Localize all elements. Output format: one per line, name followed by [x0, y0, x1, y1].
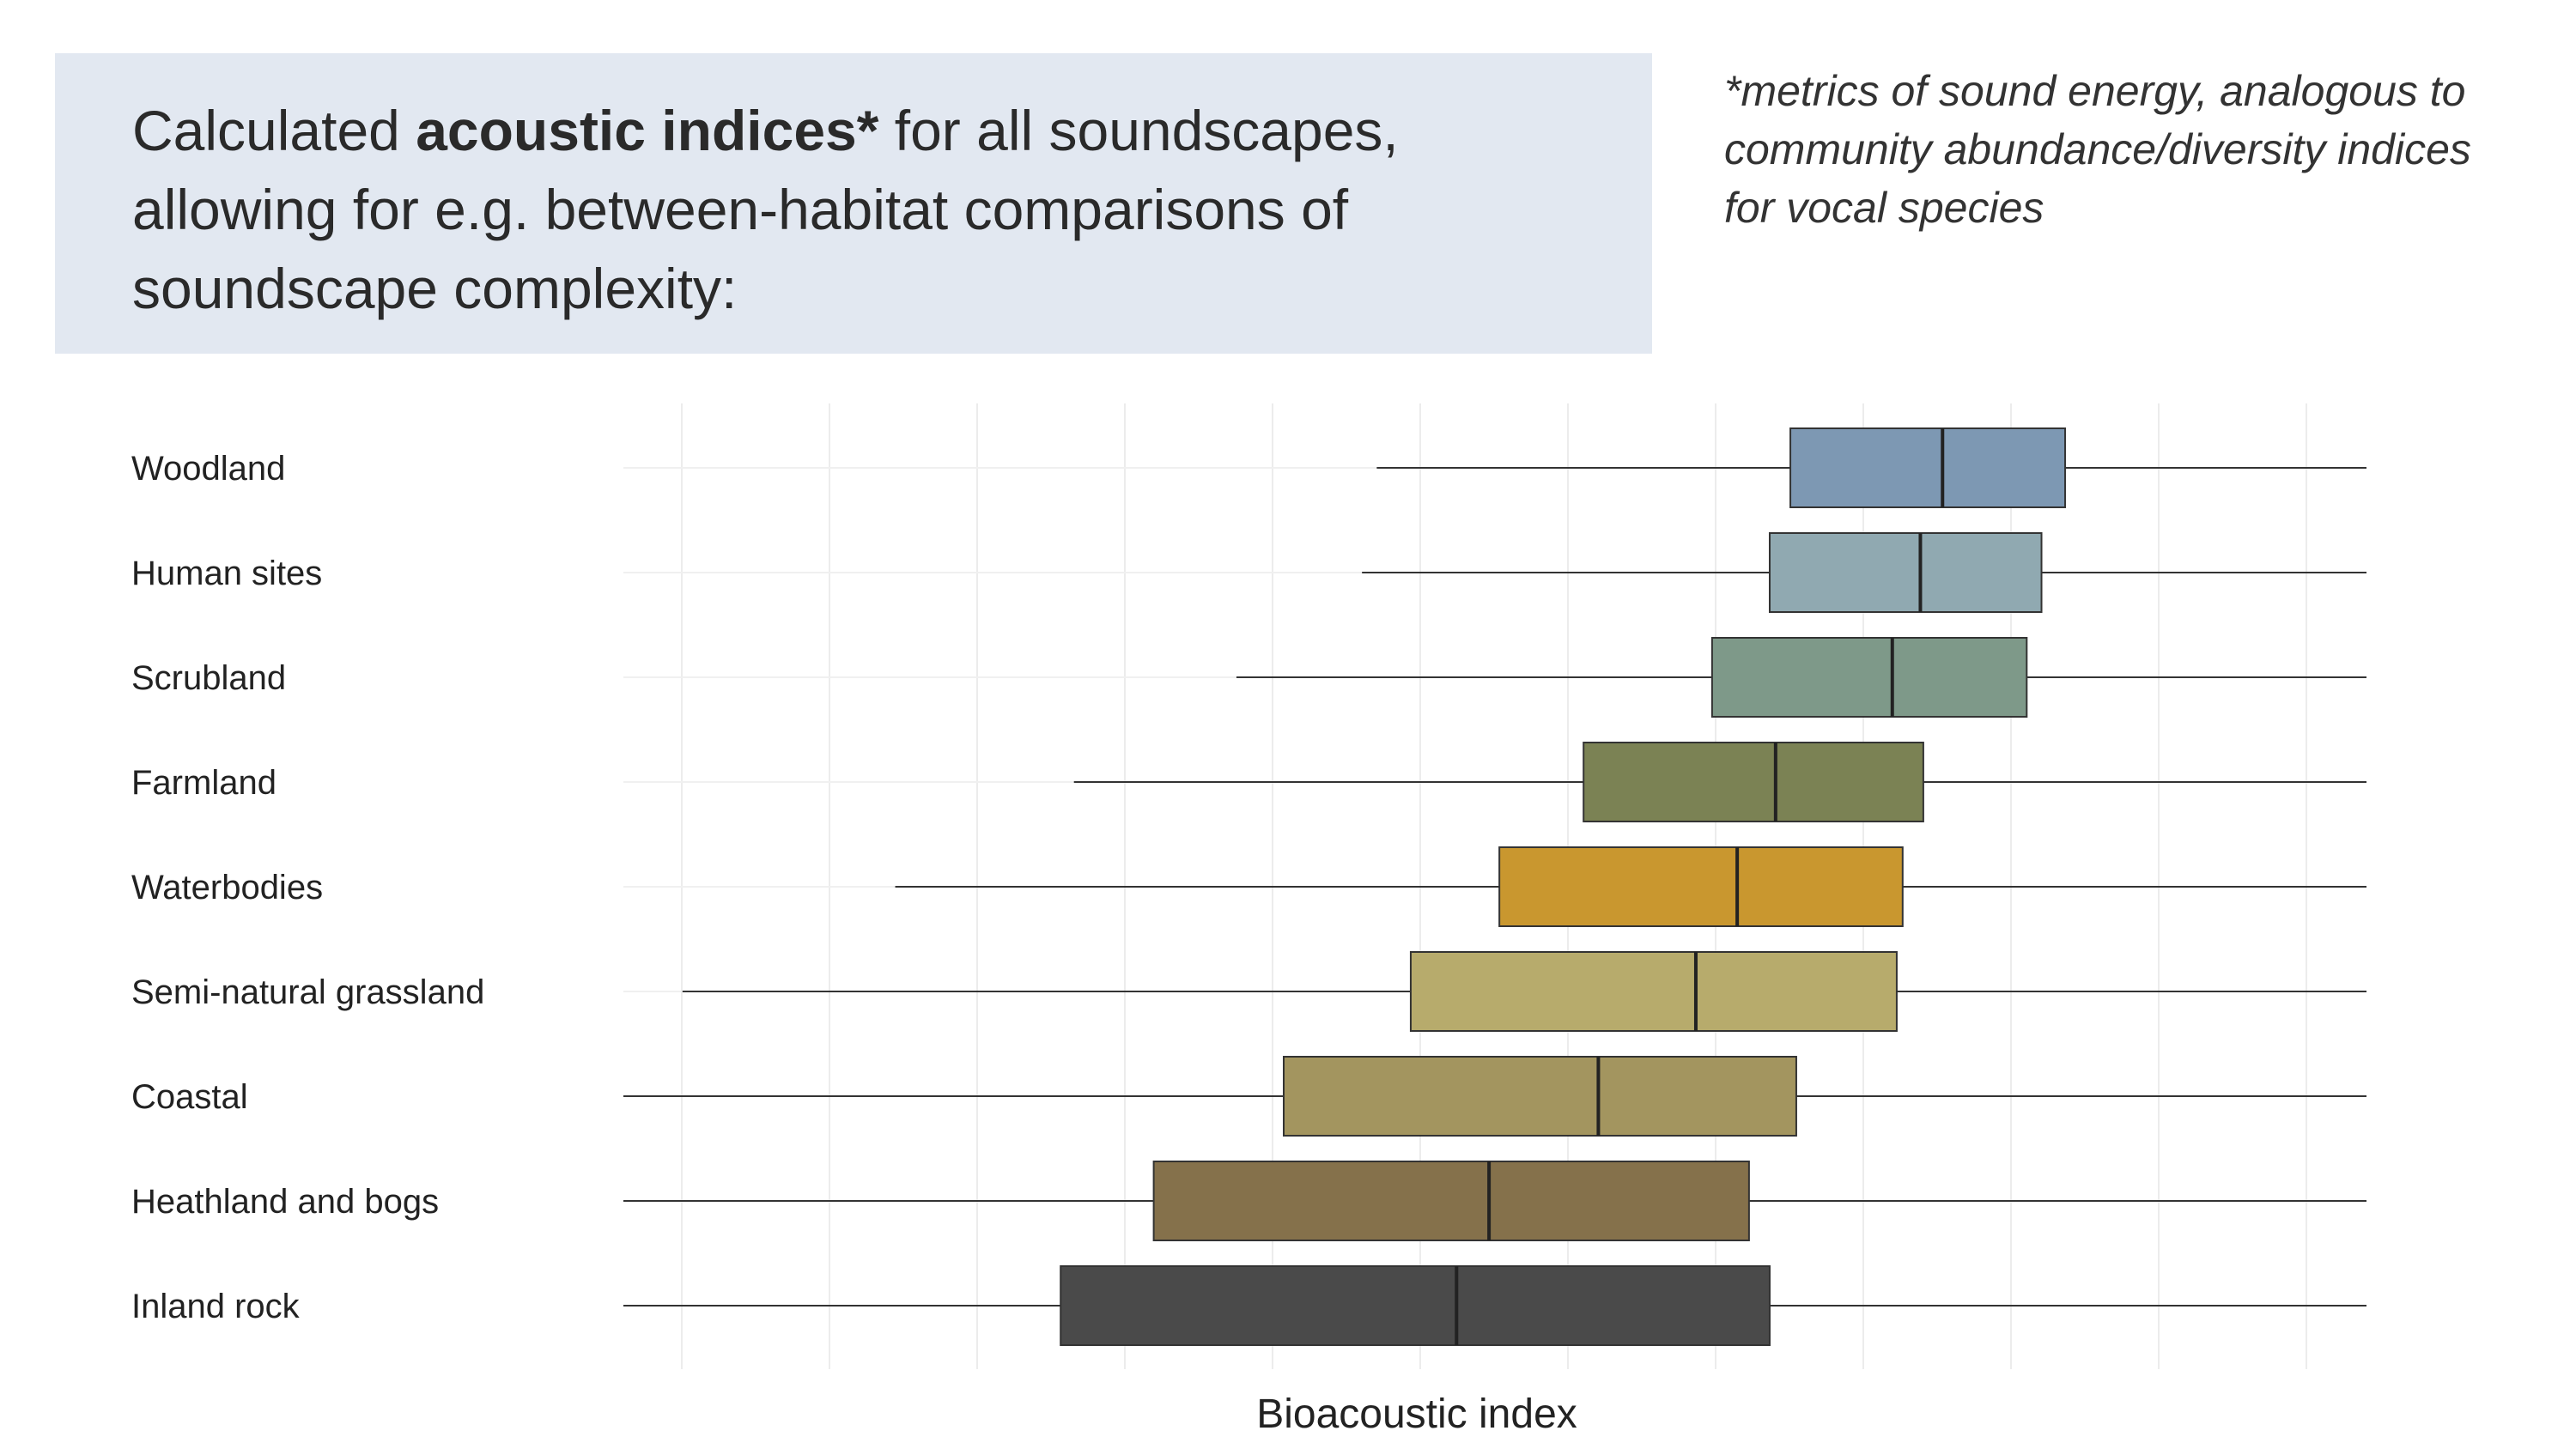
box-waterbodies — [1498, 846, 1904, 927]
title-panel: Calculated acoustic indices* for all sou… — [55, 53, 1652, 354]
box-inland-rock — [1060, 1265, 1771, 1346]
category-label-coastal: Coastal — [131, 1078, 248, 1116]
title-bold-term: acoustic indices* — [416, 99, 879, 162]
category-label-semi-natural-grassland: Semi-natural grassland — [131, 973, 484, 1011]
x-axis-title: Bioacoustic index — [1256, 1391, 1577, 1437]
box-semi-natural-grassland — [1409, 951, 1898, 1032]
box-farmland — [1583, 742, 1924, 822]
category-label-woodland: Woodland — [131, 450, 285, 488]
category-labels: Woodland Human sites Scrubland Farmland Wate… — [131, 450, 484, 1325]
category-label-scrubland: Scrubland — [131, 659, 286, 697]
category-label-farmland: Farmland — [131, 764, 276, 802]
box-woodland — [1789, 427, 2067, 508]
title-part-1: Calculated — [132, 99, 416, 162]
category-label-heathland-and-bogs: Heathland and bogs — [131, 1183, 439, 1221]
whiskers — [623, 467, 2366, 1307]
box-scrubland — [1710, 637, 2028, 718]
boxes — [1060, 427, 2067, 1346]
box-human-sites — [1768, 532, 2043, 613]
box-coastal — [1282, 1056, 1797, 1137]
footnote: *metrics of sound energy, analogous to c… — [1724, 67, 2471, 232]
box-heathland-and-bogs — [1152, 1161, 1750, 1241]
category-label-inland-rock: Inland rock — [131, 1288, 301, 1325]
category-label-human-sites: Human sites — [131, 555, 322, 592]
title-part-2: for all soundscapes, allowing for e.g. b… — [132, 99, 1399, 320]
slide-title: Calculated acoustic indices* for all sou… — [132, 91, 1592, 328]
category-label-waterbodies: Waterbodies — [131, 869, 323, 906]
